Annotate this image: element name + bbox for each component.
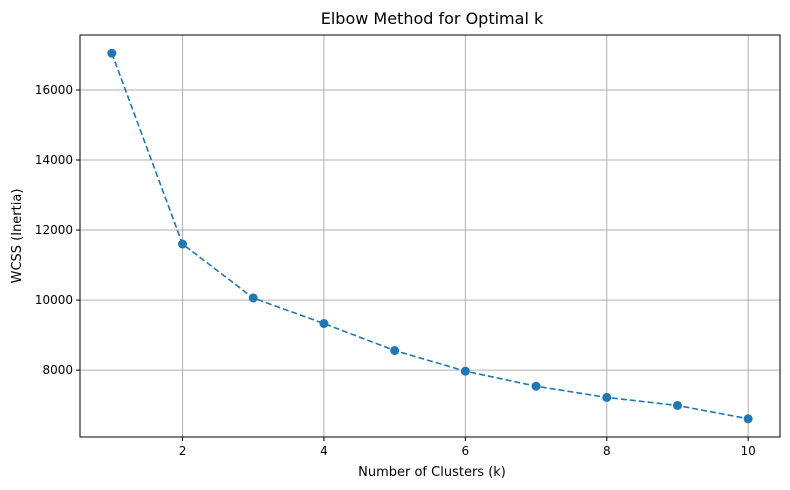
y-tick-label: 8000	[42, 363, 73, 377]
x-tick-label: 6	[462, 444, 470, 458]
data-point	[107, 48, 117, 58]
axis-ticks: 2 4 6 8 10 8000 10000 12000 14000 16000	[35, 83, 756, 458]
data-point	[248, 293, 258, 303]
x-tick-label: 4	[320, 444, 328, 458]
y-tick-label: 14000	[35, 153, 73, 167]
data-point	[460, 366, 470, 376]
data-point	[178, 239, 188, 249]
y-tick-label: 16000	[35, 83, 73, 97]
x-tick-label: 2	[179, 444, 187, 458]
y-tick-label: 10000	[35, 293, 73, 307]
y-axis-label: WCSS (Inertia)	[10, 189, 25, 284]
data-point	[602, 392, 612, 402]
grid	[80, 35, 780, 437]
y-tick-label: 12000	[35, 223, 73, 237]
x-tick-label: 10	[741, 444, 756, 458]
data-point	[531, 381, 541, 391]
series-line	[111, 52, 749, 420]
data-point	[743, 414, 753, 424]
data-point	[390, 346, 400, 356]
x-axis-label: Number of Clusters (k)	[358, 465, 506, 480]
x-tick-label: 8	[603, 444, 611, 458]
series	[107, 48, 753, 424]
data-point	[319, 319, 329, 329]
data-point	[672, 400, 682, 410]
plot-area-frame	[79, 34, 781, 438]
chart-title: Elbow Method for Optimal k	[321, 9, 544, 28]
